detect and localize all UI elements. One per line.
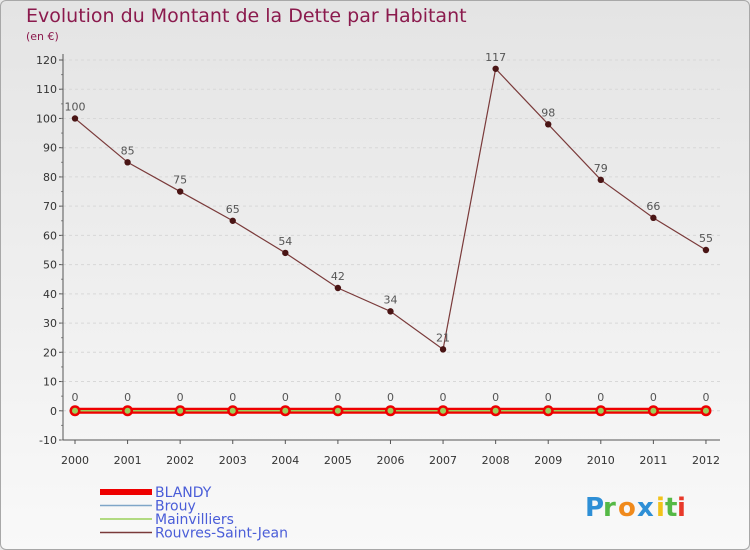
point-mainvilliers	[492, 407, 499, 414]
x-tick-label: 2011	[639, 454, 667, 467]
point-mainvilliers	[334, 407, 341, 414]
proxiti-logo: P r o x i t i	[585, 493, 686, 523]
data-label-zero: 0	[229, 391, 236, 404]
svg-text:P: P	[585, 493, 604, 523]
axes: -10 0 10 20 30 40 50 60 70 80 90 100 110 120 2000 2001 2…	[36, 54, 720, 467]
data-label-zero: 0	[387, 391, 394, 404]
point-rouvres-saint-jean	[702, 246, 710, 254]
point-rouvres-saint-jean	[334, 284, 342, 292]
point-rouvres-saint-jean	[124, 159, 131, 166]
data-label-rouvres-saint-jean: 42	[331, 270, 345, 283]
series-line-rouvres-saint-jean	[74, 67, 707, 351]
point-rouvres-saint-jean	[545, 121, 552, 128]
data-label-rouvres-saint-jean: 75	[173, 174, 187, 187]
svg-text:r: r	[603, 493, 616, 523]
legend: BLANDYBrouyMainvilliersRouvres-Saint-Jea…	[100, 485, 288, 542]
y-tick-label: 40	[43, 288, 57, 301]
data-label-zero: 0	[177, 391, 184, 404]
x-tick-label: 2008	[482, 454, 510, 467]
y-tick-label: 10	[43, 376, 57, 389]
y-tick-label: 80	[43, 171, 57, 184]
svg-text:t: t	[665, 493, 677, 523]
point-rouvres-saint-jean	[492, 65, 499, 72]
svg-text:i: i	[656, 493, 665, 523]
point-rouvres-saint-jean	[650, 214, 657, 222]
chart-title: Evolution du Montant de la Dette par Hab…	[26, 5, 467, 27]
x-tick-label: 2007	[429, 454, 457, 467]
point-mainvilliers	[597, 407, 604, 414]
y-tick-label: 20	[43, 346, 57, 359]
point-mainvilliers	[702, 407, 709, 414]
data-label-rouvres-saint-jean: 117	[485, 51, 506, 64]
point-mainvilliers	[72, 407, 78, 414]
data-label-zero: 0	[650, 391, 657, 404]
data-label-rouvres-saint-jean: 85	[121, 144, 135, 157]
point-mainvilliers	[124, 407, 131, 414]
y-tick-label: 0	[50, 405, 57, 418]
x-tick-label: 2001	[114, 454, 142, 467]
data-label-rouvres-saint-jean: 65	[226, 203, 240, 216]
legend-label-blandy: BLANDY	[155, 485, 212, 501]
data-label-zero: 0	[702, 391, 709, 404]
y-tick-label: 100	[36, 112, 57, 125]
data-label-rouvres-saint-jean: 100	[65, 100, 86, 113]
point-mainvilliers	[387, 407, 394, 414]
point-rouvres-saint-jean	[71, 115, 79, 122]
point-rouvres-saint-jean	[229, 217, 236, 224]
y-tick-label: -10	[39, 434, 57, 447]
y-tick-label: 110	[36, 83, 57, 96]
data-label-rouvres-saint-jean: 34	[383, 293, 397, 306]
x-tick-label: 2006	[376, 454, 404, 467]
data-label-zero: 0	[72, 391, 79, 404]
data-label-zero: 0	[124, 391, 131, 404]
data-label-rouvres-saint-jean: 55	[699, 232, 713, 245]
x-tick-label: 2010	[587, 454, 615, 467]
x-tick-label: 2009	[534, 454, 562, 467]
y-tick-label: 60	[43, 229, 57, 242]
data-label-zero: 0	[282, 391, 289, 404]
svg-text:i: i	[677, 493, 686, 523]
x-tick-label: 2003	[219, 454, 247, 467]
point-rouvres-saint-jean	[176, 188, 184, 195]
point-rouvres-saint-jean	[597, 176, 604, 184]
y-tick-label: 90	[43, 142, 57, 155]
data-label-rouvres-saint-jean: 98	[541, 106, 555, 119]
y-tick-label: 50	[43, 259, 57, 272]
point-mainvilliers	[650, 407, 657, 414]
point-mainvilliers	[440, 407, 447, 414]
point-rouvres-saint-jean	[387, 308, 394, 315]
x-tick-label: 2002	[166, 454, 194, 467]
y-tick-label: 120	[36, 54, 57, 67]
y-tick-label: 30	[43, 317, 57, 330]
data-label-rouvres-saint-jean: 21	[436, 331, 450, 344]
chart-subtitle: (en €)	[26, 30, 59, 43]
data-label-rouvres-saint-jean: 79	[594, 162, 608, 175]
svg-text:x: x	[637, 493, 654, 523]
svg-text:o: o	[618, 493, 636, 523]
x-tick-label: 2000	[61, 454, 89, 467]
data-label-rouvres-saint-jean: 66	[646, 200, 660, 213]
x-tick-label: 2012	[692, 454, 720, 467]
data-label-zero: 0	[492, 391, 499, 404]
legend-label-rouvres-saint-jean: Rouvres-Saint-Jean	[155, 526, 288, 542]
point-mainvilliers	[545, 407, 552, 414]
data-label-zero: 0	[545, 391, 552, 404]
point-mainvilliers	[282, 407, 289, 414]
series-layer: 0 0 0 0 0 0 0 0 0 0 0 0 0 100 85 75 65 54 42 34 21 117 98 79 66 5…	[65, 51, 713, 417]
data-label-rouvres-saint-jean: 54	[278, 235, 292, 248]
point-rouvres-saint-jean	[282, 249, 289, 257]
point-rouvres-saint-jean	[439, 346, 447, 353]
data-label-zero: 0	[334, 391, 341, 404]
point-mainvilliers	[229, 407, 236, 414]
x-tick-label: 2004	[271, 454, 299, 467]
legend-label-brouy: Brouy	[155, 499, 196, 515]
legend-label-mainvilliers: Mainvilliers	[155, 512, 234, 528]
y-tick-label: 70	[43, 200, 57, 213]
x-tick-label: 2005	[324, 454, 352, 467]
data-label-zero: 0	[597, 391, 604, 404]
point-mainvilliers	[177, 407, 184, 414]
data-label-zero: 0	[440, 391, 447, 404]
